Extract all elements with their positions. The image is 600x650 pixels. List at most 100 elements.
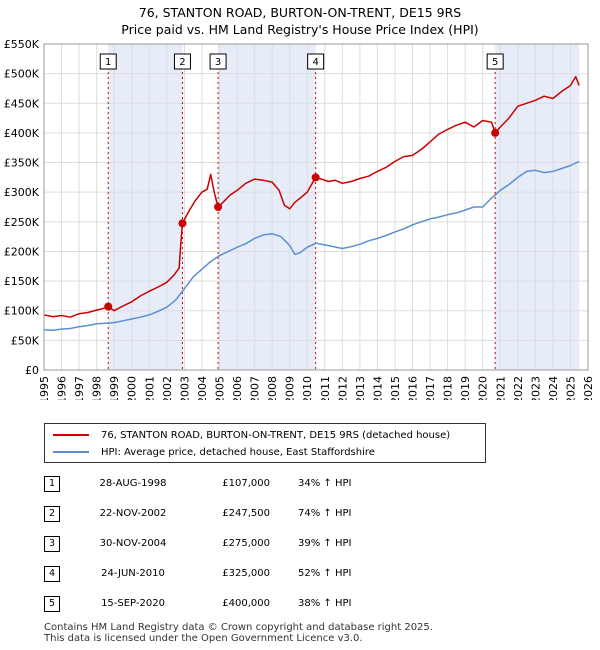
legend-item-price: 76, STANTON ROAD, BURTON-ON-TRENT, DE15 … <box>53 427 450 443</box>
x-tick-label: 2001 <box>143 376 156 400</box>
x-tick-label: 2025 <box>564 376 577 400</box>
y-tick-label: £500K <box>4 68 40 81</box>
sale-point <box>311 173 320 182</box>
sale-marker-label: 1 <box>105 57 111 68</box>
sale-number: 1 <box>44 476 60 492</box>
sale-marker-box <box>209 53 227 70</box>
sale-number: 2 <box>44 506 60 522</box>
sale-hpi: 52% ↑ HPI <box>298 568 352 579</box>
sale-price: £400,000 <box>222 598 270 609</box>
chart-title: 76, STANTON ROAD, BURTON-ON-TRENT, DE15 … <box>0 4 600 38</box>
plot-border <box>43 43 589 371</box>
sale-date: 30-NOV-2004 <box>99 538 167 549</box>
x-tick-label: 2002 <box>161 376 174 400</box>
sale-number: 5 <box>44 596 60 612</box>
price-chart: 1 2 3 4 5 £0 £50K £100K £150K £200K £250K £300K £350… <box>4 38 595 400</box>
y-tick-label: £100K <box>4 305 40 318</box>
x-tick-label: 2009 <box>284 376 297 400</box>
sale-hpi: 74% ↑ HPI <box>298 508 352 519</box>
x-tick-label: 2011 <box>319 376 332 400</box>
x-tick-label: 2004 <box>196 376 209 400</box>
sale-marker-box <box>486 53 504 70</box>
sale-marker-label: 5 <box>492 57 498 68</box>
x-tick-label: 2022 <box>512 376 525 400</box>
x-tick-label: 2006 <box>231 376 244 400</box>
sale-marker-box <box>307 53 325 70</box>
legend-swatch-price <box>53 434 89 436</box>
y-tick-label: £450K <box>4 97 40 110</box>
sale-date: 22-NOV-2002 <box>99 508 167 519</box>
sale-hpi: 39% ↑ HPI <box>298 538 352 549</box>
y-tick-label: £250K <box>4 216 40 229</box>
title-line-2: Price paid vs. HM Land Registry's House … <box>121 22 479 37</box>
sale-date: 24-JUN-2010 <box>101 568 165 579</box>
x-tick-label: 2023 <box>529 376 542 400</box>
table-row: 2 22-NOV-2002 £247,500 74% ↑ HPI <box>40 504 500 524</box>
x-tick-label: 2000 <box>126 376 139 400</box>
legend-label-hpi: HPI: Average price, detached house, East… <box>101 446 375 458</box>
x-tick-label: 2012 <box>336 376 349 400</box>
y-tick-label: £0 <box>25 364 39 377</box>
x-tick-label: 1995 <box>38 376 51 400</box>
x-tick-label: 1999 <box>108 376 121 400</box>
y-tick-label: £300K <box>4 186 40 199</box>
x-tick-label: 2016 <box>407 376 420 400</box>
x-tick-label: 1996 <box>56 376 69 400</box>
x-tick-label: 2010 <box>301 376 314 400</box>
legend-swatch-hpi <box>53 451 89 453</box>
sale-number: 3 <box>44 536 60 552</box>
sale-point <box>491 128 500 137</box>
y-tick-label: £200K <box>4 245 40 258</box>
sale-point <box>178 219 187 228</box>
hpi-line <box>43 160 580 332</box>
x-tick-label: 2008 <box>266 376 279 400</box>
x-tick-label: 2018 <box>442 376 455 400</box>
legend: 76, STANTON ROAD, BURTON-ON-TRENT, DE15 … <box>44 423 486 463</box>
x-tick-label: 2014 <box>371 376 384 400</box>
sale-marker-box <box>173 53 191 70</box>
x-tick-label: 1997 <box>73 376 86 400</box>
sale-price: £325,000 <box>222 568 270 579</box>
y-tick-label: £50K <box>11 334 40 347</box>
sale-period-shade <box>218 44 316 370</box>
sale-point <box>214 203 223 211</box>
sale-hpi: 34% ↑ HPI <box>298 478 352 489</box>
x-tick-label: 2015 <box>389 376 402 400</box>
legend-label-price: 76, STANTON ROAD, BURTON-ON-TRENT, DE15 … <box>101 429 451 441</box>
table-row: 1 28-AUG-1998 £107,000 34% ↑ HPI <box>40 474 500 494</box>
y-tick-label: £400K <box>4 127 40 140</box>
legend-item-hpi: HPI: Average price, detached house, East… <box>53 444 375 460</box>
sale-number: 4 <box>44 566 60 582</box>
x-tick-label: 2021 <box>494 376 507 400</box>
table-row: 3 30-NOV-2004 £275,000 39% ↑ HPI <box>40 534 500 554</box>
x-tick-label: 2003 <box>178 376 191 400</box>
x-tick-label: 2007 <box>249 376 262 400</box>
sale-price: £107,000 <box>222 478 270 489</box>
sale-marker-box <box>99 53 117 70</box>
x-tick-label: 2017 <box>424 376 437 400</box>
sale-date: 28-AUG-1998 <box>99 478 167 489</box>
sale-hpi: 38% ↑ HPI <box>298 598 352 609</box>
sale-price: £247,500 <box>222 508 270 519</box>
x-tick-label: 2024 <box>547 376 560 400</box>
title-line-1: 76, STANTON ROAD, BURTON-ON-TRENT, DE15 … <box>138 5 462 20</box>
footer-line-2: This data is licensed under the Open Gov… <box>44 633 363 644</box>
sale-marker-label: 2 <box>179 57 185 68</box>
price-paid-line <box>43 75 580 318</box>
x-tick-label: 2005 <box>213 376 226 400</box>
y-tick-label: £550K <box>4 38 40 51</box>
footer: Contains HM Land Registry data © Crown c… <box>44 622 433 644</box>
footer-line-1: Contains HM Land Registry data © Crown c… <box>44 622 433 633</box>
sale-date: 15-SEP-2020 <box>101 598 165 609</box>
table-row: 5 15-SEP-2020 £400,000 38% ↑ HPI <box>40 594 500 614</box>
sale-marker-label: 3 <box>215 57 221 68</box>
x-tick-label: 1998 <box>91 376 104 400</box>
x-tick-label: 2019 <box>459 376 472 400</box>
sale-marker-label: 4 <box>312 57 318 68</box>
sale-point <box>104 302 113 311</box>
x-tick-label: 2020 <box>477 376 490 400</box>
x-tick-label: 2026 <box>582 376 595 400</box>
table-row: 4 24-JUN-2010 £325,000 52% ↑ HPI <box>40 564 500 584</box>
y-tick-label: £350K <box>4 157 40 170</box>
sale-period-shade <box>495 44 580 370</box>
